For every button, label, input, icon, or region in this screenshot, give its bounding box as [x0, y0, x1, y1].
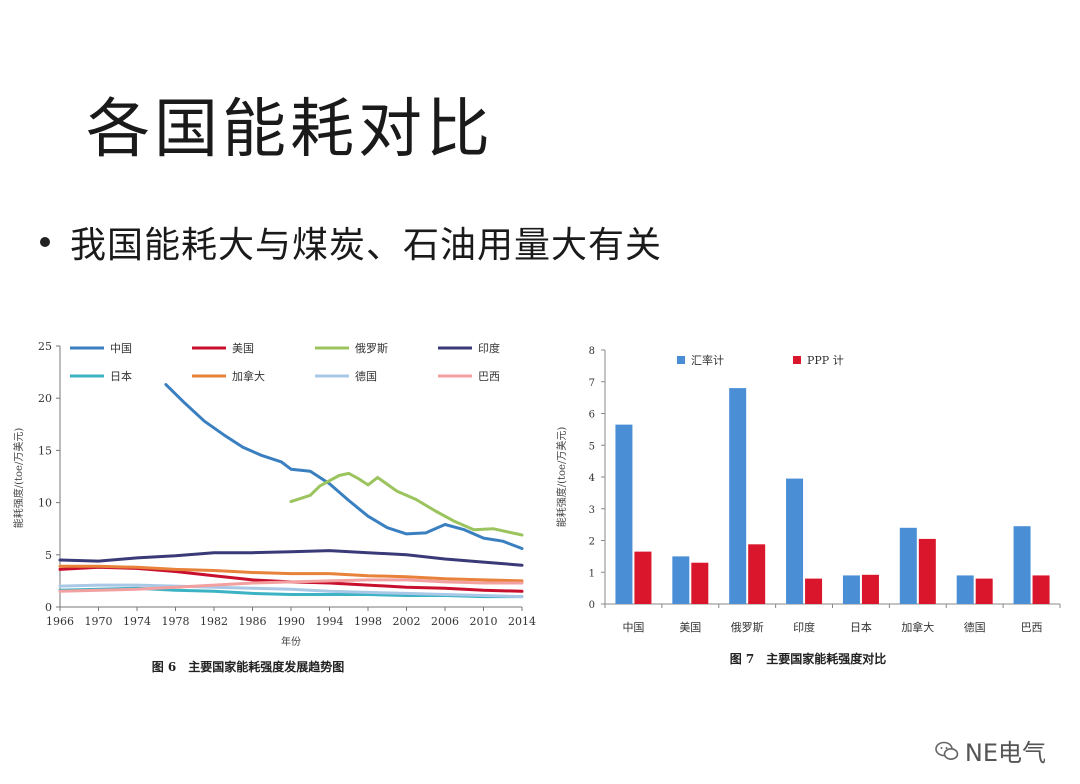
bar: [1013, 526, 1031, 604]
bullet-point: 我国能耗大与煤炭、石油用量大有关: [40, 214, 662, 270]
y-tick-label: 0: [45, 601, 52, 614]
watermark: NE电气: [935, 733, 1046, 768]
legend-label: 中国: [110, 342, 132, 355]
y-tick-label: 5: [589, 441, 595, 452]
category-label: 美国: [679, 621, 701, 634]
x-tick-label: 1998: [354, 615, 382, 628]
x-tick-label: 1990: [277, 615, 305, 628]
bar: [918, 538, 936, 604]
bar: [615, 424, 633, 604]
bar: [729, 388, 747, 604]
legend-label: 德国: [355, 369, 377, 383]
y-tick-label: 4: [589, 473, 595, 484]
bar: [805, 578, 823, 604]
category-label: 印度: [793, 620, 815, 634]
y-tick-label: 3: [589, 505, 595, 516]
y-axis-label: 能耗强度/(toe/万美元): [12, 428, 25, 529]
bar: [672, 556, 690, 604]
y-tick-label: 0: [589, 600, 595, 611]
category-label: 德国: [964, 620, 986, 634]
y-tick-label: 7: [589, 378, 595, 389]
x-tick-label: 1986: [239, 615, 267, 628]
wechat-icon: [935, 741, 959, 760]
bullet-text: 我国能耗大与煤炭、石油用量大有关: [70, 225, 663, 266]
x-tick-label: 1994: [316, 615, 344, 628]
x-tick-label: 1974: [123, 615, 151, 628]
x-tick-label: 1970: [85, 615, 113, 628]
legend-label: 加拿大: [232, 369, 265, 383]
energy-intensity-trend-chart: 0 5 10 15 20 25 1966 1970 1974 1978 1982 1986 1990 19…: [12, 340, 536, 674]
series-line: [289, 471, 524, 537]
bar: [861, 574, 879, 604]
series-line: [58, 578, 524, 593]
y-tick-label: 20: [38, 392, 52, 405]
x-tick-label: 1982: [200, 615, 228, 628]
y-tick-label: 5: [45, 549, 52, 562]
y-tick-label: 6: [589, 410, 595, 421]
category-label: 加拿大: [901, 620, 934, 634]
bar: [748, 544, 766, 604]
x-tick-label: 1978: [162, 615, 190, 628]
y-tick-label: 10: [38, 497, 52, 510]
chart-caption: 图 6 主要国家能耗强度发展趋势图: [152, 659, 345, 674]
legend-label: 美国: [232, 342, 254, 355]
y-tick-label: 15: [38, 444, 52, 457]
bar: [956, 575, 974, 604]
energy-intensity-comparison-chart: 0 1 2 3 4 5 6 7 8 中国 美国 俄罗斯 印度 日本 加拿大 德国 巴西 能耗强度/(toe/万美元…: [555, 346, 1061, 666]
x-axis-label: 年份: [281, 635, 301, 648]
legend-swatch: [677, 356, 685, 364]
watermark-text: NE电气: [964, 739, 1046, 767]
slide-title: 各国能耗对比: [86, 93, 494, 167]
legend-label: 俄罗斯: [355, 342, 388, 355]
legend-label: 印度: [478, 341, 500, 355]
legend-label: 汇率计: [691, 353, 724, 367]
x-tick-label: 1966: [46, 615, 74, 628]
chart-caption: 图 7 主要国家能耗强度对比: [730, 651, 887, 666]
y-axis-label: 能耗强度/(toe/万美元): [555, 427, 568, 528]
x-tick-label: 2006: [431, 615, 459, 628]
series-line: [58, 564, 524, 583]
y-tick-label: 1: [589, 568, 595, 579]
y-tick-label: 8: [589, 346, 595, 357]
legend-label: 日本: [110, 369, 132, 383]
legend-label: PPP 计: [807, 354, 844, 367]
series-line: [164, 383, 524, 550]
x-tick-label: 2014: [508, 615, 536, 628]
bar: [842, 575, 860, 604]
legend-swatch: [793, 356, 801, 364]
y-tick-label: 25: [38, 340, 52, 353]
bar: [691, 562, 709, 604]
bar: [975, 578, 993, 604]
category-label: 巴西: [1021, 621, 1043, 634]
series-line: [58, 549, 524, 567]
series-line: [58, 583, 524, 599]
bar: [786, 478, 804, 604]
y-tick-label: 2: [589, 537, 595, 548]
category-label: 日本: [850, 620, 872, 634]
bar: [634, 551, 652, 604]
bar: [899, 527, 917, 604]
bullet-dot-icon: [40, 237, 50, 247]
x-tick-label: 2010: [470, 615, 498, 628]
category-label: 中国: [622, 621, 644, 634]
legend-label: 巴西: [478, 370, 500, 383]
bar: [1032, 575, 1050, 604]
category-label: 俄罗斯: [731, 621, 764, 634]
x-tick-label: 2002: [393, 615, 421, 628]
